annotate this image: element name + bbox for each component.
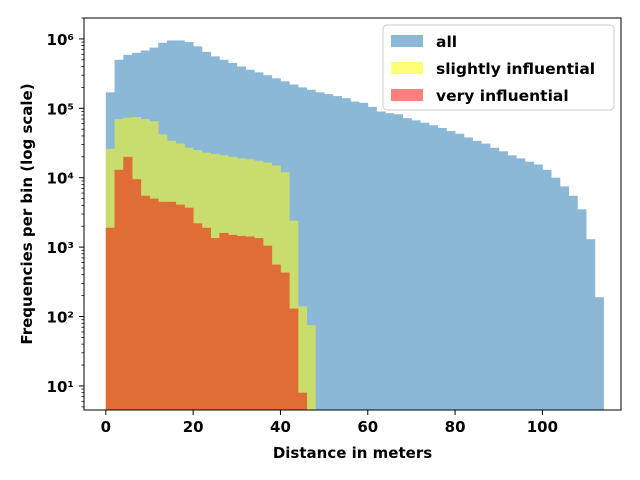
histogram-bar [140,195,150,410]
histogram-bar [472,140,482,410]
histogram-bar [428,125,439,410]
histogram-bar [324,94,334,410]
histogram-bar [524,161,535,410]
histogram-bar [455,133,465,411]
histogram-bar [586,239,596,410]
histogram-bar [297,392,308,410]
histogram-bar [289,308,299,410]
x-tick-label: 60 [357,418,378,436]
histogram-bar [490,147,500,410]
y-axis: 10¹ 10² 10³ 10⁴ 10⁵ 10⁶ [47,17,84,408]
histogram-bar [437,128,447,410]
histogram-bar [123,156,133,410]
histogram-bar [201,227,212,410]
histogram-bar [219,232,229,410]
histogram-bar [385,113,395,410]
histogram-bar [175,204,185,410]
x-tick-label: 0 [101,418,111,436]
histogram-bar [245,236,255,410]
legend-swatch [391,62,423,74]
x-axis: 0 20 40 60 80 100 [101,410,558,436]
histogram-bar [463,137,473,410]
histogram-bar [263,245,273,410]
y-tick-label: 10³ [47,239,74,257]
histogram-bar [376,111,386,410]
histogram-bar [306,89,316,410]
histogram-bar [507,155,517,410]
histogram-bar [297,306,308,410]
histogram-bar [315,92,325,410]
bars-layer [105,40,604,411]
histogram-bar [114,169,124,410]
histogram-bar [341,98,351,410]
y-tick-label: 10² [47,309,74,327]
histogram-bar [332,96,342,410]
histogram-bar [568,195,578,410]
y-axis-label: Frequencies per bin (log scale) [18,83,36,344]
histogram-bar [446,131,456,410]
histogram-bar [420,122,430,411]
histogram-bar [158,201,168,410]
histogram-bar [498,151,508,410]
histogram-bar [533,164,543,410]
histogram-bar [559,186,570,410]
legend: all slightly influential very influential [382,24,615,111]
x-axis-label: Distance in meters [273,444,432,462]
histogram-bar [166,201,177,410]
histogram-bar [132,179,142,410]
legend-label: slightly influential [436,60,595,78]
y-tick-label: 10⁴ [47,170,74,188]
legend-swatch [391,35,423,47]
histogram-bar [402,118,412,410]
legend-box [382,24,615,111]
histogram-bar [149,198,159,410]
histogram-bar [105,227,115,410]
histogram-bar [359,102,369,410]
histogram-bar [210,238,220,410]
histogram-bar [184,207,194,410]
histogram-bar [193,223,203,410]
x-tick-label: 100 [527,418,558,436]
histogram-bar [393,114,404,410]
histogram-bar [551,177,561,410]
x-tick-label: 40 [270,418,291,436]
histogram-bar [306,325,316,410]
histogram-bar [367,106,377,410]
histogram-bar [411,120,421,411]
histogram-bar [280,272,290,410]
histogram-bar [228,234,238,410]
series-very-influential [105,156,308,410]
histogram-bar [577,209,587,410]
histogram-bar [594,297,604,410]
histogram-bar [236,235,246,410]
x-tick-label: 20 [183,418,204,436]
legend-label: all [436,33,457,51]
y-tick-label: 10⁶ [47,31,74,49]
histogram-bar [254,238,264,410]
histogram-bar [271,264,281,410]
histogram-bar [481,143,491,410]
legend-label: very influential [436,87,569,105]
histogram-bar [350,101,360,410]
y-tick-label: 10¹ [47,378,74,396]
histogram-bar [542,169,552,410]
y-tick-label: 10⁵ [47,100,74,118]
histogram-bar [516,158,526,410]
legend-swatch [391,89,423,101]
histogram-bar [297,87,308,410]
x-tick-label: 80 [445,418,466,436]
